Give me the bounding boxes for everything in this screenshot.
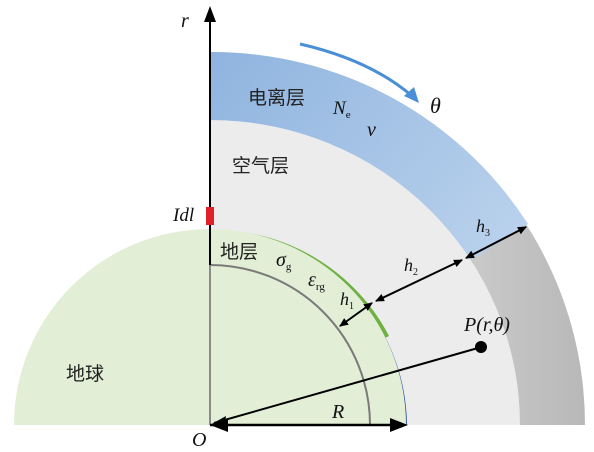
theta-label: θ <box>430 93 441 118</box>
h1-label: h1 <box>340 289 354 312</box>
theta-arrow <box>299 42 413 98</box>
epsilon-label: εrg <box>308 269 325 293</box>
point-p-label: P(r,θ) <box>463 314 510 336</box>
op-line <box>213 347 479 424</box>
dipole-source <box>206 207 214 225</box>
h3-arrow <box>465 226 527 259</box>
air-label: 空气层 <box>232 155 289 177</box>
axis-r-label: r <box>181 10 189 32</box>
r-axis-arrowhead <box>204 6 216 22</box>
idl-label: Idl <box>172 205 194 226</box>
point-p-marker <box>475 341 487 353</box>
earth-label: 地球 <box>66 363 104 385</box>
ne-label: Ne <box>332 98 351 121</box>
ground-layer-label: 地层 <box>220 241 258 263</box>
h2-label: h2 <box>404 255 418 278</box>
sigma-label: σg <box>276 249 292 273</box>
nu-label: v <box>367 119 376 141</box>
h3-label: h3 <box>476 216 490 239</box>
earth-under-layer <box>210 265 370 425</box>
h1-arrow <box>339 302 373 327</box>
ionosphere-label: 电离层 <box>248 87 305 109</box>
h2-arrow <box>375 259 463 302</box>
radius-label: R <box>331 401 344 423</box>
origin-label: O <box>192 429 206 451</box>
